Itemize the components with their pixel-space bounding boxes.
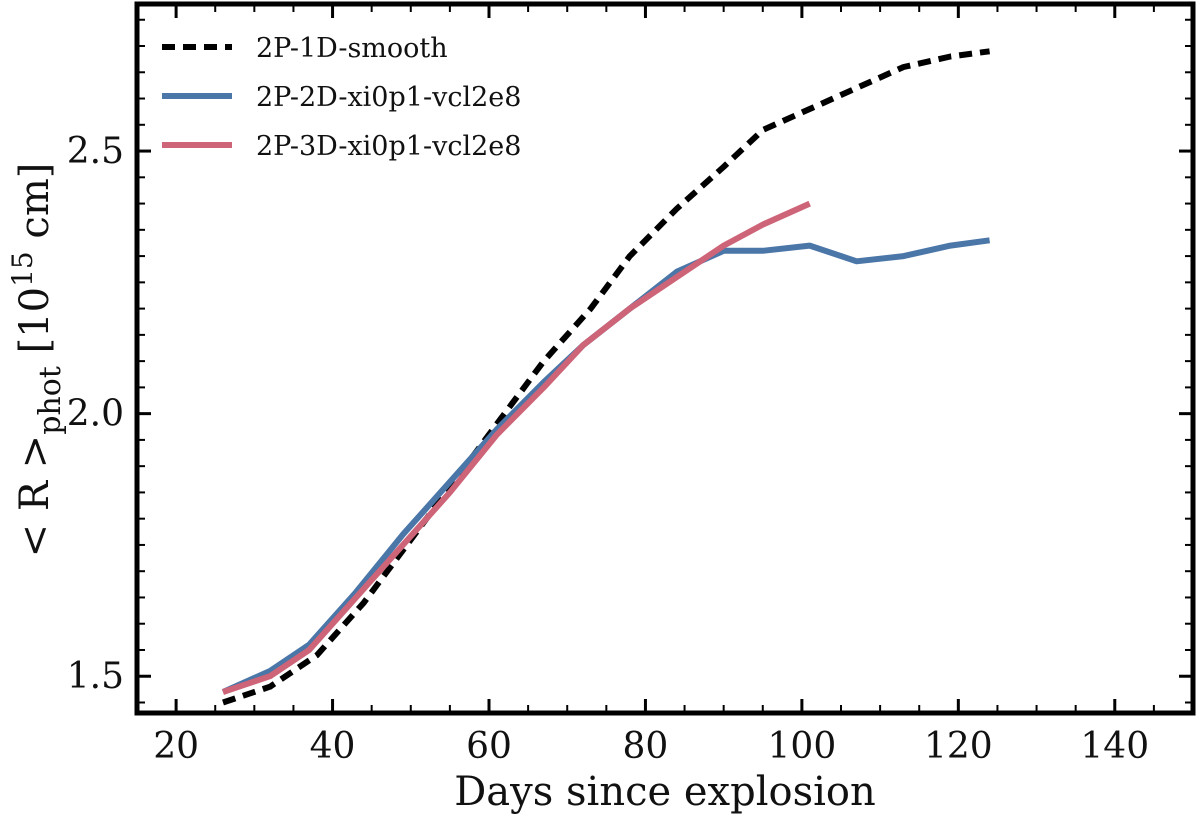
x-tick-label: 60: [466, 726, 512, 767]
y-axis-title: < R >phot [1015 cm]: [6, 163, 68, 558]
series-line-3d: [222, 200, 811, 695]
x-tick-label: 20: [153, 726, 199, 767]
y-tick-label: 2.5: [67, 131, 124, 172]
y-axis-title-unit-post: cm]: [12, 163, 58, 252]
x-tick-label: 80: [623, 726, 669, 767]
series-line-1d-smooth: [222, 48, 990, 706]
y-axis-title-main: < R >: [12, 435, 58, 558]
x-tick-label: 120: [924, 726, 993, 767]
x-tick-label: 40: [310, 726, 356, 767]
x-tick-label: 100: [768, 726, 837, 767]
x-tick-label: 140: [1080, 726, 1149, 767]
y-axis-title-unit-sup: 15: [6, 251, 39, 287]
x-axis-title: Days since explosion: [454, 769, 876, 815]
legend-label-1d-smooth: 2P-1D-smooth: [256, 33, 448, 64]
tick-labels: 20 40 60 80 100 120 140 1.5 2.0 2.5: [67, 131, 1149, 767]
legend: 2P-1D-smooth 2P-2D-xi0p1-vcl2e8 2P-3D-xi…: [162, 33, 521, 162]
y-tick-label: 1.5: [67, 656, 124, 697]
y-tick-label: 2.0: [67, 394, 124, 435]
y-axis-title-sub: phot: [33, 366, 68, 435]
y-axis-title-unit-pre: [10: [12, 287, 58, 366]
series-line-2d: [221, 237, 991, 695]
series-layer: [221, 48, 991, 706]
legend-label-3d: 2P-3D-xi0p1-vcl2e8: [256, 131, 521, 162]
legend-label-2d: 2P-2D-xi0p1-vcl2e8: [256, 82, 521, 113]
plot-frame: [134, 1, 1196, 716]
